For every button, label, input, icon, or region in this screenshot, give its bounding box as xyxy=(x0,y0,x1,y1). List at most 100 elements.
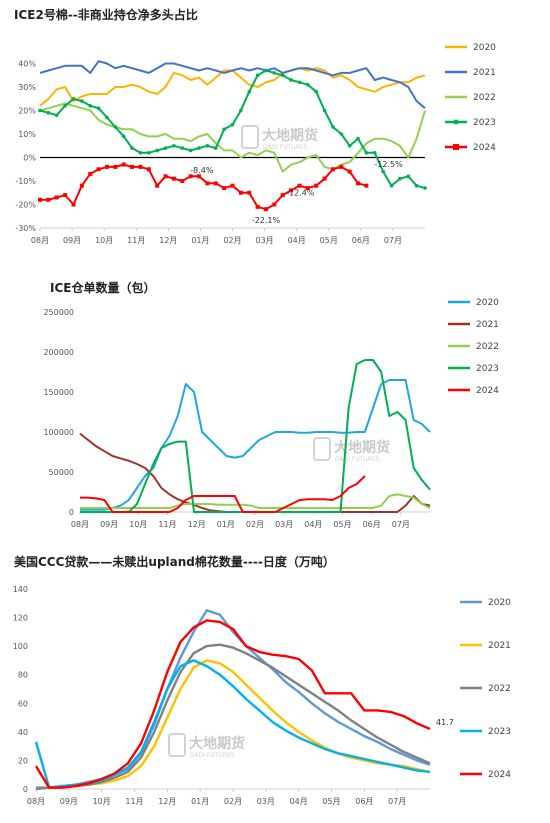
y-tick-label: -20% xyxy=(15,201,36,210)
y-tick-label: 50000 xyxy=(49,468,74,477)
data-point xyxy=(180,179,185,183)
x-tick-label: 12月 xyxy=(159,236,177,245)
watermark-text: 大地期货 xyxy=(189,735,245,752)
series-2024 xyxy=(80,475,366,513)
data-point xyxy=(230,183,235,188)
data-point xyxy=(171,176,176,181)
x-tick-label: 05月 xyxy=(333,520,351,529)
data-point xyxy=(96,106,101,110)
x-tick-label: 10月 xyxy=(95,236,113,245)
series-2022 xyxy=(39,102,426,173)
data-point xyxy=(46,197,51,202)
data-point xyxy=(347,169,352,174)
data-label: -22.1% xyxy=(252,216,281,225)
legend-item-2020: 2020 xyxy=(445,43,496,53)
legend-item-2022: 2022 xyxy=(460,684,511,694)
data-point xyxy=(138,164,143,169)
y-tick-label: 60 xyxy=(18,699,28,708)
data-point xyxy=(54,195,59,200)
legend-label: 2020 xyxy=(476,298,499,308)
y-axis: 140 120 100 80 60 40 20 0 xyxy=(13,585,28,794)
x-tick-label: 03月 xyxy=(275,520,293,529)
y-tick-label: 250000 xyxy=(43,308,74,317)
data-point xyxy=(105,115,109,120)
legend-item-2023: 2023 xyxy=(448,364,499,374)
x-tick-label: 01月 xyxy=(191,797,209,806)
x-tick-label: 05月 xyxy=(320,236,338,245)
legend-label: 2023 xyxy=(488,727,511,737)
legend-item-2023: 2023 xyxy=(460,727,511,737)
legend-label: 2024 xyxy=(476,386,499,396)
watermark-text: 大地期货 xyxy=(262,127,318,144)
x-tick-label: 09月 xyxy=(100,520,118,529)
x-axis: 08月 09月 10月 11月 12月 01月 02月 03月 04月 05月 06月 07月 xyxy=(31,228,402,245)
data-point xyxy=(297,80,302,85)
data-point xyxy=(163,174,168,179)
x-axis: 08月 09月 10月 11月 12月 01月 02月 03月 04月 05月 06月 07月 xyxy=(71,512,410,529)
x-tick-label: 08月 xyxy=(27,797,45,806)
series-2023 xyxy=(34,659,431,789)
data-point xyxy=(255,204,260,209)
series-line-2022 xyxy=(35,643,431,791)
legend-item-2020: 2020 xyxy=(448,298,499,308)
data-point xyxy=(330,167,335,172)
series-line-2024 xyxy=(34,619,431,789)
data-point xyxy=(322,108,327,113)
data-point xyxy=(130,146,134,150)
x-tick-label: 02月 xyxy=(223,236,241,245)
watermark-subtext: DADI FUTURES xyxy=(335,456,380,463)
y-tick-label: 0 xyxy=(69,508,74,517)
data-point xyxy=(263,207,268,212)
data-point xyxy=(314,183,319,188)
data-point xyxy=(213,146,218,150)
data-point xyxy=(180,146,185,150)
legend-label: 2020 xyxy=(473,43,496,53)
y-tick-label: 40% xyxy=(18,60,36,69)
x-tick-label: 11月 xyxy=(125,797,143,806)
y-tick-label: 200000 xyxy=(43,348,74,357)
legend-item-2023: 2023 xyxy=(445,118,496,128)
data-point xyxy=(38,197,42,202)
data-point xyxy=(381,169,385,174)
legend-item-2024: 2024 xyxy=(448,386,499,396)
x-tick-label: 06月 xyxy=(363,520,381,529)
series-2020 xyxy=(39,67,426,107)
data-point xyxy=(222,186,227,191)
legend-label: 2021 xyxy=(473,68,496,78)
x-axis: 08月 09月 10月 11月 12月 01月 02月 03月 04月 05月 06月 07月 xyxy=(27,789,406,806)
data-point xyxy=(306,82,310,87)
x-tick-label: 07月 xyxy=(384,236,402,245)
legend-label: 2020 xyxy=(488,598,511,608)
legend-item-2021: 2021 xyxy=(448,320,499,330)
legend-label: 2023 xyxy=(473,118,496,128)
data-point xyxy=(130,164,135,169)
data-label: -12.4% xyxy=(286,189,315,198)
series-line-2021 xyxy=(35,659,431,791)
data-point xyxy=(339,132,344,136)
series-line-2020 xyxy=(80,379,431,511)
data-point xyxy=(356,181,361,186)
data-point xyxy=(79,183,84,188)
series-2024 xyxy=(34,619,431,789)
series-line-2023 xyxy=(80,359,431,513)
x-tick-label: 06月 xyxy=(352,236,370,245)
data-point xyxy=(364,183,369,188)
data-point xyxy=(423,186,427,190)
data-point xyxy=(71,202,76,207)
data-point xyxy=(356,136,360,141)
data-point xyxy=(398,176,402,181)
data-point xyxy=(314,89,318,94)
data-point xyxy=(205,181,210,186)
data-point xyxy=(322,176,327,181)
data-point xyxy=(289,188,294,193)
chart-title: ICE仓单数量（包） xyxy=(50,280,155,295)
data-point xyxy=(46,111,51,115)
data-point xyxy=(289,78,293,82)
x-tick-label: 09月 xyxy=(60,797,78,806)
data-point xyxy=(238,190,243,195)
x-tick-label: 06月 xyxy=(355,797,373,806)
data-point xyxy=(364,151,369,155)
watermark-subtext: DADI FUTURES xyxy=(190,752,235,759)
